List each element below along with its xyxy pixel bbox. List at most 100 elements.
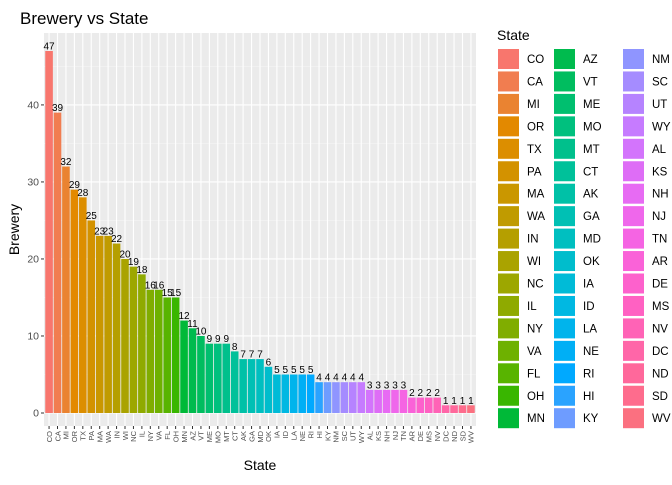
legend-swatch	[623, 116, 644, 137]
x-tick-label: WI	[121, 431, 130, 440]
legend-swatch	[554, 228, 575, 249]
legend-item: OR	[498, 116, 544, 137]
x-tick-label: WY	[357, 431, 366, 443]
legend-label: MD	[583, 234, 601, 246]
x-tick-label: DE	[416, 431, 425, 441]
bar-value-label: 8	[232, 342, 238, 353]
bar-value-label: 23	[94, 226, 106, 237]
x-tick-label: WV	[467, 431, 476, 443]
legend-label: FL	[527, 368, 541, 380]
legend-swatch	[623, 363, 644, 384]
bar-value-label: 15	[162, 288, 174, 299]
bar-ky	[323, 382, 332, 413]
bar-value-label: 18	[136, 265, 148, 276]
legend-item: SD	[623, 385, 668, 406]
legend-swatch	[498, 385, 519, 406]
legend-item: WA	[498, 206, 545, 227]
legend-label: MO	[583, 121, 602, 133]
x-tick-label: AR	[408, 430, 417, 441]
legend-item: NC	[498, 273, 544, 294]
x-tick-label: AZ	[188, 431, 197, 441]
bar-mo	[214, 343, 222, 413]
bar-value-label: 4	[350, 373, 356, 384]
x-tick-label: KS	[374, 431, 383, 441]
bar-value-label: 5	[283, 365, 289, 376]
legend-label: TN	[652, 234, 667, 246]
bar-value-label: 9	[215, 334, 221, 345]
legend-swatch	[498, 318, 519, 339]
legend-swatch	[623, 408, 644, 429]
x-tick-label: VA	[155, 431, 164, 440]
legend-item: CO	[498, 49, 544, 69]
legend-item: GA	[554, 206, 600, 227]
legend-label: MA	[527, 189, 545, 201]
legend-label: OK	[583, 256, 600, 268]
bar-value-label: 3	[367, 380, 373, 391]
bar-pa	[87, 220, 96, 413]
x-tick-label: NC	[129, 430, 138, 441]
y-axis-label: Brewery	[6, 204, 22, 255]
bar-value-label: 9	[223, 334, 229, 345]
x-tick-label: MA	[95, 431, 104, 442]
legend-swatch	[623, 228, 644, 249]
bar-ca	[53, 112, 62, 414]
bar-ga	[247, 359, 256, 413]
bar-md	[256, 359, 264, 413]
legend-label: OH	[527, 391, 544, 403]
legend-swatch	[623, 138, 644, 159]
legend-swatch	[554, 93, 575, 114]
bar-wy	[357, 382, 366, 413]
x-tick-label: SD	[458, 430, 467, 441]
bar-value-label: 4	[333, 373, 339, 384]
bar-ia	[273, 374, 281, 413]
legend-swatch	[623, 318, 644, 339]
x-tick-label: NY	[146, 431, 155, 441]
legend-swatch	[623, 206, 644, 227]
legend-swatch	[623, 71, 644, 92]
bar-value-label: 39	[52, 103, 64, 114]
x-tick-label: UT	[349, 431, 358, 441]
legend-item: NY	[498, 318, 543, 339]
legend-label: OR	[527, 121, 544, 133]
bar-value-label: 1	[460, 396, 466, 407]
bar-value-label: 20	[119, 249, 131, 260]
bar-il	[138, 274, 146, 413]
y-tick-label: 30	[27, 176, 39, 188]
bar-value-label: 32	[60, 157, 72, 168]
bar-la	[289, 374, 298, 413]
bar-value-label: 25	[86, 211, 98, 222]
legend-label: NJ	[652, 211, 666, 223]
bar-mt	[222, 343, 231, 413]
bar-value-label: 15	[170, 288, 182, 299]
x-tick-label: OH	[171, 431, 180, 442]
x-tick-label: IA	[273, 431, 282, 438]
legend-item: CT	[554, 161, 598, 182]
legend-item: UT	[623, 93, 667, 114]
x-tick-label: MI	[62, 431, 71, 439]
legend-swatch	[498, 251, 519, 272]
legend-label: NE	[583, 346, 599, 358]
bar-value-label: 5	[308, 365, 314, 376]
x-tick-label: AK	[239, 431, 248, 441]
legend-item: PA	[498, 161, 542, 182]
bar-or	[70, 189, 79, 413]
bar-tn	[399, 389, 408, 413]
legend-item: DC	[623, 340, 669, 361]
legend-label: IA	[583, 279, 594, 291]
bar-value-label: 11	[187, 319, 198, 330]
legend-label: KY	[583, 413, 599, 425]
bar-de	[416, 397, 425, 413]
bar-sd	[458, 405, 467, 413]
legend-item: NE	[554, 340, 599, 361]
legend-item: NJ	[623, 206, 666, 227]
legend-item: LA	[554, 318, 597, 339]
legend-swatch	[554, 318, 575, 339]
legend-label: CT	[583, 166, 598, 178]
chart-title: Brewery vs State	[20, 9, 149, 28]
legend-item: KY	[554, 408, 599, 429]
legend-swatch	[498, 161, 519, 182]
x-tick-label: LA	[290, 431, 299, 440]
bar-ct	[230, 351, 239, 413]
legend-swatch	[498, 340, 519, 361]
bar-nd	[450, 405, 458, 413]
